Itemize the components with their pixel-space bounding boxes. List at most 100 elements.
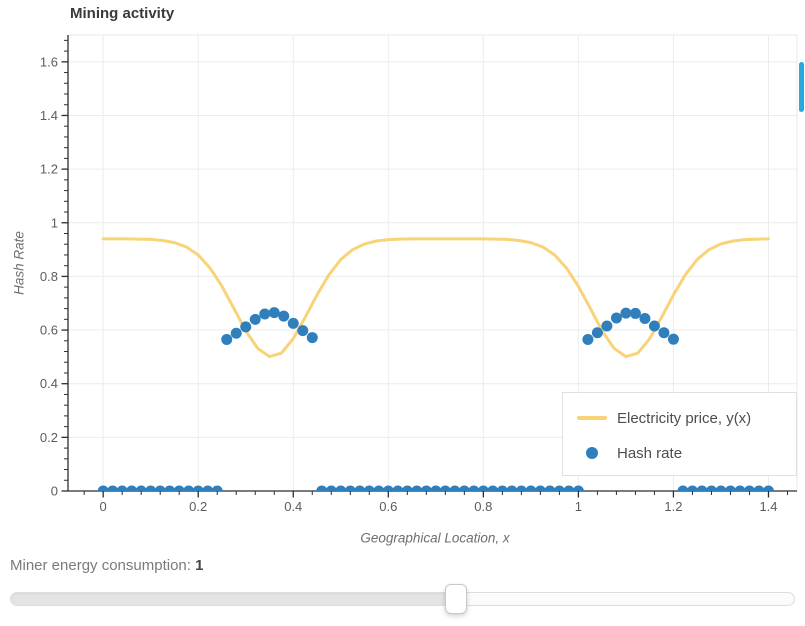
y-tick-label: 0.8 [40, 269, 58, 284]
hash-rate-dot [449, 485, 461, 491]
hash-rate-dot [563, 485, 575, 491]
y-axis-label: Hash Rate [11, 231, 27, 295]
hash-rate-dot [430, 485, 442, 491]
hash-rate-dot [183, 485, 195, 491]
legend-label-electricity-price: Electricity price, y(x) [617, 409, 752, 427]
hash-rate-dot [639, 313, 651, 325]
hash-rate-dot [525, 485, 537, 491]
hash-rate-dot [145, 485, 157, 491]
x-tick-label: 0.8 [474, 499, 492, 514]
hash-rate-dot [230, 327, 242, 339]
y-tick-label: 1.2 [40, 162, 58, 177]
x-tick-label: 0 [100, 499, 107, 514]
hash-rate-dot [686, 485, 698, 491]
hash-rate-dot [658, 327, 670, 339]
hash-rate-dot [363, 485, 375, 491]
hash-rate-dot [278, 310, 290, 322]
legend: Electricity price, y(x) Hash rate [562, 392, 797, 476]
x-tick-label: 0.2 [189, 499, 207, 514]
hash-rate-dot [705, 485, 717, 491]
y-tick-label: 1.6 [40, 54, 58, 69]
hash-rate-dot [297, 325, 309, 337]
hash-rate-dot [97, 485, 109, 491]
legend-item-electricity-price[interactable]: Electricity price, y(x) [577, 406, 796, 430]
hash-rate-dot [724, 485, 736, 491]
legend-item-hash-rate[interactable]: Hash rate [577, 441, 796, 465]
hash-rate-dot [154, 485, 166, 491]
chart-title: Mining activity [70, 5, 175, 22]
y-tick-label: 0 [51, 484, 58, 499]
x-tick-label: 0.6 [379, 499, 397, 514]
hash-rate-dot [116, 485, 128, 491]
circle-swatch-icon [586, 447, 598, 459]
legend-label-hash-rate: Hash rate [617, 444, 683, 462]
hash-rate-dot [610, 312, 622, 324]
plot-canvas[interactable]: 0 0.2 0.4 0.6 0.8 1 1.2 1.4 0 0.2 0.4 0.6 0.8 1 1.2 1.4… [0, 0, 805, 556]
slider-title: Miner energy consumption: 1 [10, 557, 203, 574]
x-tick-label: 0.4 [284, 499, 302, 514]
hash-rate-dot [629, 307, 641, 319]
y-tick-label: 0.4 [40, 376, 58, 391]
y-tick-label: 1 [51, 215, 58, 230]
slider-label: Miner energy consumption: [10, 557, 196, 574]
line-swatch-icon [577, 416, 607, 420]
hash-rate-dot [107, 485, 119, 491]
hash-rate-dot [335, 485, 347, 491]
hash-rate-dot [373, 485, 385, 491]
hash-rate-dot [382, 485, 394, 491]
hash-rate-dot [316, 485, 328, 491]
hash-rate-dot [553, 485, 565, 491]
hash-rate-dot [401, 485, 413, 491]
hash-rate-dot [496, 485, 508, 491]
hash-rate-dot [506, 485, 518, 491]
hash-rate-dot [306, 332, 318, 344]
hash-rate-dot [411, 485, 423, 491]
hash-rate-dot [544, 485, 556, 491]
hash-rate-dot [354, 485, 366, 491]
hash-rate-dot [135, 485, 147, 491]
hash-rate-dot [715, 485, 727, 491]
hash-rate-dot [477, 485, 489, 491]
plot-outline [68, 34, 798, 491]
y-tick-label: 0.6 [40, 323, 58, 338]
hash-rate-dot [211, 485, 223, 491]
y-tick-label: 1.4 [40, 108, 58, 123]
scrollbar-thumb[interactable] [799, 62, 804, 112]
hash-rate-dot [202, 485, 214, 491]
hash-rate-dot [287, 317, 299, 329]
hash-rate-dot [591, 327, 603, 339]
hash-rate-dot [648, 320, 660, 332]
slider-thumb[interactable] [444, 584, 467, 614]
hash-rate-dot [487, 485, 499, 491]
hash-rate-dot [667, 333, 679, 345]
hash-rate-dot [458, 485, 470, 491]
slider-fill [11, 593, 456, 605]
hash-rate-dot [126, 485, 138, 491]
hash-rate-dot [259, 308, 271, 320]
hash-rate-dot [572, 485, 584, 491]
hash-rate-dot [192, 485, 204, 491]
hash-rate-dot [762, 485, 774, 491]
hash-rate-dot [249, 313, 261, 325]
hash-rate-dot [240, 321, 252, 333]
hash-rate-dot [534, 485, 546, 491]
slider-value: 1 [195, 557, 204, 574]
miner-energy-slider[interactable] [10, 584, 795, 614]
hash-rate-dot [582, 333, 594, 345]
hash-rate-dot [468, 485, 480, 491]
hash-rate-dot [439, 485, 451, 491]
hash-rate-dot [164, 485, 176, 491]
hash-rate-dot [420, 485, 432, 491]
hash-rate-dot [268, 307, 280, 319]
hash-rate-dot [344, 485, 356, 491]
hash-rate-dot [743, 485, 755, 491]
hash-rate-dot [696, 485, 708, 491]
hash-rate-dot [734, 485, 746, 491]
hash-rate-dot [173, 485, 185, 491]
hash-rate-dot [753, 485, 765, 491]
hash-rate-dot [601, 320, 613, 332]
hash-rate-dot [392, 485, 404, 491]
hash-rate-dot [221, 333, 233, 345]
hash-rate-dot [620, 307, 632, 319]
